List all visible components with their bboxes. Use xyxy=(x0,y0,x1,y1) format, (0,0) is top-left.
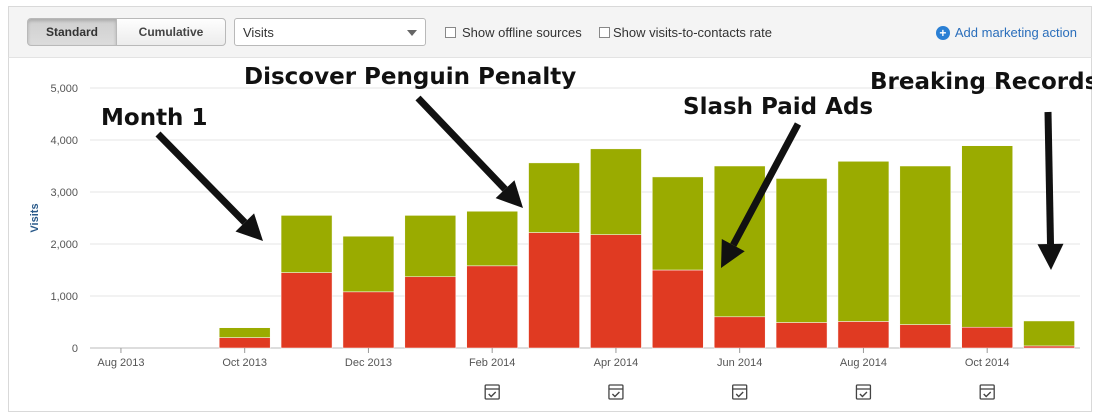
annotation-arrow-shaft xyxy=(1044,111,1055,245)
add-marketing-action-link[interactable]: + Add marketing action xyxy=(935,25,1077,40)
calendar-check-mark xyxy=(611,391,620,398)
bar-green-segment xyxy=(218,327,271,338)
cumulative-label: Cumulative xyxy=(138,25,204,39)
annotation-arrow-head xyxy=(1037,243,1064,270)
x-tick-label: Dec 2013 xyxy=(345,357,392,369)
annotation-label: Month 1 xyxy=(101,105,207,131)
bar-green-segment xyxy=(280,215,333,273)
bar-green-segment xyxy=(961,145,1013,328)
annotation-arrow-shaft xyxy=(730,122,802,247)
y-tick-label: 2,000 xyxy=(50,239,78,251)
x-tick-label: Jun 2014 xyxy=(717,357,762,369)
bar-green-segment xyxy=(342,235,395,293)
annotation-arrow-head xyxy=(495,180,523,208)
annotation-label: Slash Paid Ads xyxy=(683,94,873,120)
chart-toolbar: Standard Cumulative Visits Show offline … xyxy=(8,6,1092,58)
bar-green-segment xyxy=(590,148,642,235)
calendar-check-icon xyxy=(732,384,748,400)
show-visits-to-contacts-rate-checkbox[interactable]: Show visits-to-contacts rate xyxy=(599,25,772,40)
annotation-arrow-head xyxy=(721,238,745,268)
calendar-check-icon xyxy=(855,384,872,400)
calendar-check-mark xyxy=(488,391,497,398)
annotation-label: Discover Penguin Penalty xyxy=(244,64,576,90)
bar-green-segment xyxy=(528,162,580,233)
plus-circle-icon: + xyxy=(935,25,950,40)
x-tick-label: Aug 2013 xyxy=(97,357,144,369)
annotation-arrow-head xyxy=(235,213,263,241)
bar-red-segment xyxy=(1023,345,1075,349)
chevron-down-icon xyxy=(407,30,417,36)
bar-red-segment xyxy=(590,234,642,349)
y-axis-label: Visits xyxy=(29,203,41,232)
x-tick-label: Feb 2014 xyxy=(469,357,515,369)
bar-green-segment xyxy=(404,215,457,278)
bar-red-segment xyxy=(218,337,271,349)
calendar-check-icon xyxy=(608,384,624,400)
bar-red-segment xyxy=(713,316,766,349)
calendar-check-mark xyxy=(983,391,992,398)
bar-red-segment xyxy=(899,324,952,349)
bar-red-segment xyxy=(775,322,828,349)
calendar-check-mark xyxy=(859,391,868,398)
checkbox-icon xyxy=(445,27,456,38)
x-tick-label: Apr 2014 xyxy=(594,357,639,369)
checkbox-icon xyxy=(599,27,610,38)
bar-green-segment xyxy=(899,165,952,325)
y-tick-label: 3,000 xyxy=(50,187,78,199)
y-tick-label: 4,000 xyxy=(50,135,78,147)
bar-red-segment xyxy=(528,232,580,349)
bar-red-segment xyxy=(466,265,518,349)
standard-label: Standard xyxy=(45,25,98,39)
bar-red-segment xyxy=(837,321,890,349)
visits-chart: 0 1,000 2,000 3,000 4,000 5,000 Visits Aug 2013… xyxy=(29,64,1092,400)
bar-red-segment xyxy=(404,276,457,349)
metric-select-value: Visits xyxy=(243,24,274,40)
show-visits-to-contacts-rate-label: Show visits-to-contacts rate xyxy=(613,25,772,40)
y-tick-label: 1,000 xyxy=(50,291,78,303)
bar-green-segment xyxy=(775,178,828,323)
x-tick-label: Oct 2013 xyxy=(222,357,267,369)
bar-red-segment xyxy=(280,272,333,349)
annotation-arrow-shaft xyxy=(155,131,248,225)
bar-green-segment xyxy=(466,210,518,267)
add-marketing-action-label: Add marketing action xyxy=(954,25,1077,40)
calendar-check-icon xyxy=(979,384,995,400)
bar-red-segment xyxy=(652,269,704,349)
annotation-arrow-shaft xyxy=(415,95,508,192)
show-offline-sources-label: Show offline sources xyxy=(462,25,582,40)
show-offline-sources-checkbox[interactable]: Show offline sources xyxy=(445,25,582,40)
bar-red-segment xyxy=(342,291,395,349)
cumulative-toggle-button[interactable]: Cumulative xyxy=(116,18,226,46)
bar-green-segment xyxy=(1023,320,1075,347)
calendar-check-icon xyxy=(484,384,500,400)
bar-red-segment xyxy=(961,326,1013,349)
x-tick-label: Aug 2014 xyxy=(840,357,887,369)
metric-select[interactable]: Visits xyxy=(234,18,426,46)
bar-green-segment xyxy=(652,176,704,271)
y-tick-label: 5,000 xyxy=(50,83,78,95)
annotation-label: Breaking Records xyxy=(870,69,1092,95)
bar-green-segment xyxy=(837,161,890,322)
y-tick-label: 0 xyxy=(72,343,78,355)
calendar-check-mark xyxy=(735,391,744,398)
standard-toggle-button[interactable]: Standard xyxy=(27,18,117,46)
x-tick-label: Oct 2014 xyxy=(965,357,1010,369)
